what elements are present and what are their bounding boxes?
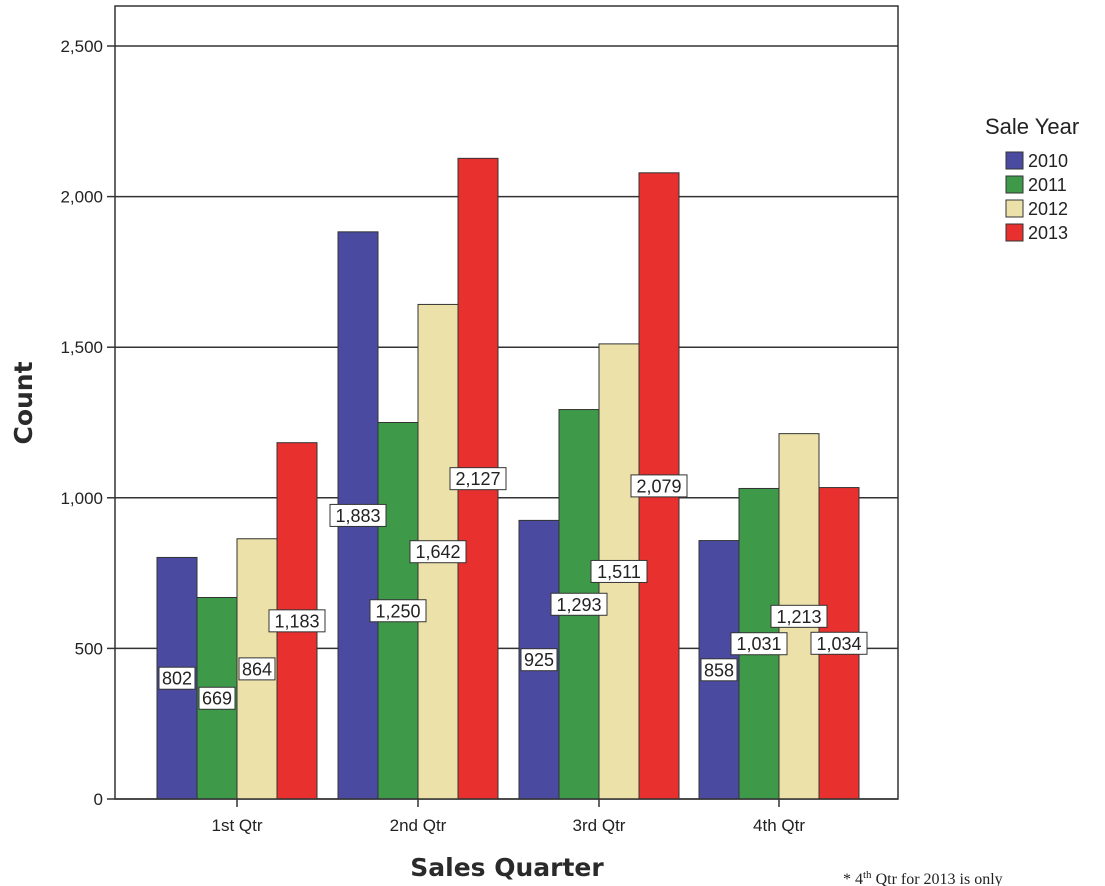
- data-label-box: [198, 686, 236, 710]
- data-label: 1,183: [274, 611, 319, 631]
- y-axis: 0 500 1,000 1,500 2,000 2,500: [60, 37, 115, 809]
- legend-swatch: [1005, 175, 1024, 194]
- data-label-box: [730, 632, 788, 656]
- x-tick-label: 4th Qtr: [753, 816, 805, 835]
- footnote-superscript: th: [863, 869, 872, 881]
- footnote: * 4th Qtr for 2013 is only: [843, 869, 1003, 886]
- y-tick-label: 2,500: [60, 37, 103, 56]
- data-label: 858: [704, 660, 734, 680]
- legend-label: 2011: [1028, 175, 1067, 195]
- data-label-box: [449, 467, 507, 491]
- data-label: 1,213: [776, 607, 821, 627]
- data-label-box: [268, 609, 326, 633]
- data-label-box: [590, 559, 648, 583]
- x-axis-title: Sales Quarter: [410, 853, 604, 882]
- data-label: 1,883: [335, 506, 380, 526]
- x-axis: 1st Qtr 2nd Qtr 3rd Qtr 4th Qtr: [115, 798, 898, 835]
- footnote-suffix: Qtr for 2013 is only: [872, 871, 1003, 886]
- data-label-box: [550, 592, 608, 616]
- data-label-box: [158, 666, 196, 690]
- y-tick-label: 1,000: [60, 489, 103, 508]
- data-label-box: [369, 599, 427, 623]
- data-label: 1,031: [736, 634, 781, 654]
- data-label-box: [630, 474, 688, 498]
- footnote-prefix: * 4: [843, 871, 863, 886]
- y-tick-label: 2,000: [60, 188, 103, 207]
- y-tick-label: 1,500: [60, 338, 103, 357]
- legend-swatch: [1005, 223, 1024, 242]
- legend-swatch: [1005, 199, 1024, 218]
- data-label: 1,293: [556, 595, 601, 615]
- x-tick-label: 2nd Qtr: [390, 816, 447, 835]
- data-label: 1,642: [415, 542, 460, 562]
- y-tick-label: 0: [94, 790, 103, 809]
- legend-label: 2012: [1028, 199, 1068, 219]
- legend-title: Sale Year: [985, 114, 1079, 139]
- data-label-box: [238, 657, 276, 681]
- data-labels: 802 669 864 1,183 1,883 1,250 1,642 2,127 925 1,2…: [158, 467, 868, 710]
- data-label: 2,127: [455, 469, 500, 489]
- data-label: 802: [162, 669, 192, 689]
- data-label: 1,034: [816, 634, 861, 654]
- y-axis-title: Count: [9, 361, 38, 444]
- data-label-box: [329, 503, 387, 527]
- data-label-box: [700, 658, 738, 682]
- data-label: 864: [242, 659, 272, 679]
- x-tick-label: 1st Qtr: [211, 816, 262, 835]
- data-label: 2,079: [636, 476, 681, 496]
- x-tick-label: 3rd Qtr: [573, 816, 626, 835]
- data-label-box: [810, 631, 868, 655]
- data-label-box: [770, 604, 828, 628]
- data-label: 1,250: [375, 601, 420, 621]
- data-label: 669: [202, 689, 232, 709]
- legend-label: 2013: [1028, 223, 1068, 243]
- data-label: 1,511: [597, 562, 641, 582]
- legend-label: 2010: [1028, 151, 1068, 171]
- data-label-box: [409, 540, 467, 564]
- data-label-box: [520, 648, 558, 672]
- legend-swatch: [1005, 151, 1024, 170]
- y-tick-label: 500: [75, 639, 103, 658]
- legend: Sale Year 2010 2011 2012 2013: [985, 114, 1079, 243]
- data-label: 925: [524, 650, 554, 670]
